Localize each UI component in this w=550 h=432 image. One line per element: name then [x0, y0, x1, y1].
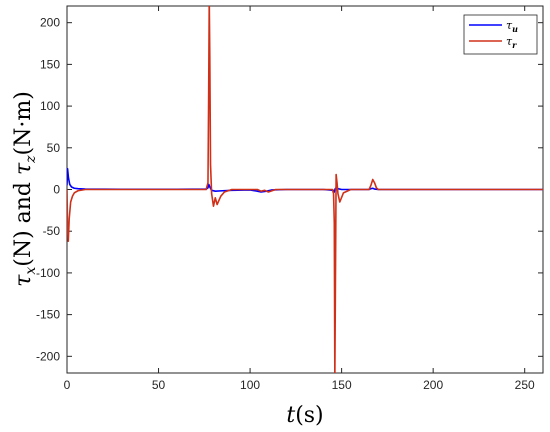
x-tick-label: 50 — [152, 378, 166, 392]
legend-label-1: τu — [506, 19, 518, 34]
y-tick-label: 50 — [47, 141, 61, 155]
y-tick-label: -100 — [36, 266, 60, 280]
y-tick-label: 100 — [40, 99, 60, 113]
y-tick-label: 200 — [40, 16, 60, 30]
y-axis-label: τx(N) and τz(N·m) — [11, 91, 39, 287]
x-tick-label: 200 — [423, 378, 443, 392]
y-tick-label: -150 — [36, 308, 60, 322]
x-axis-label: t(s) — [286, 403, 323, 428]
series-line-2 — [67, 6, 543, 373]
x-tick-label: 150 — [332, 378, 352, 392]
legend-box — [463, 14, 538, 55]
x-tick-label: 100 — [240, 378, 260, 392]
y-tick-labels: -200 -150 -100 -50 0 50 100 150 200 — [36, 16, 60, 364]
series-line-1 — [67, 167, 543, 193]
y-tick-label: 0 — [53, 183, 60, 197]
x-tick-labels: 0 50 100 150 200 250 — [64, 378, 535, 392]
y-tick-label: -200 — [36, 349, 60, 363]
y-tick-label: -50 — [43, 224, 61, 238]
y-tick-label: 150 — [40, 57, 60, 71]
x-tick-label: 250 — [515, 378, 535, 392]
x-tick-label: 0 — [64, 378, 71, 392]
legend-label-2: τr — [506, 35, 517, 50]
series-layer — [67, 6, 543, 373]
axis-ticks — [66, 6, 543, 373]
